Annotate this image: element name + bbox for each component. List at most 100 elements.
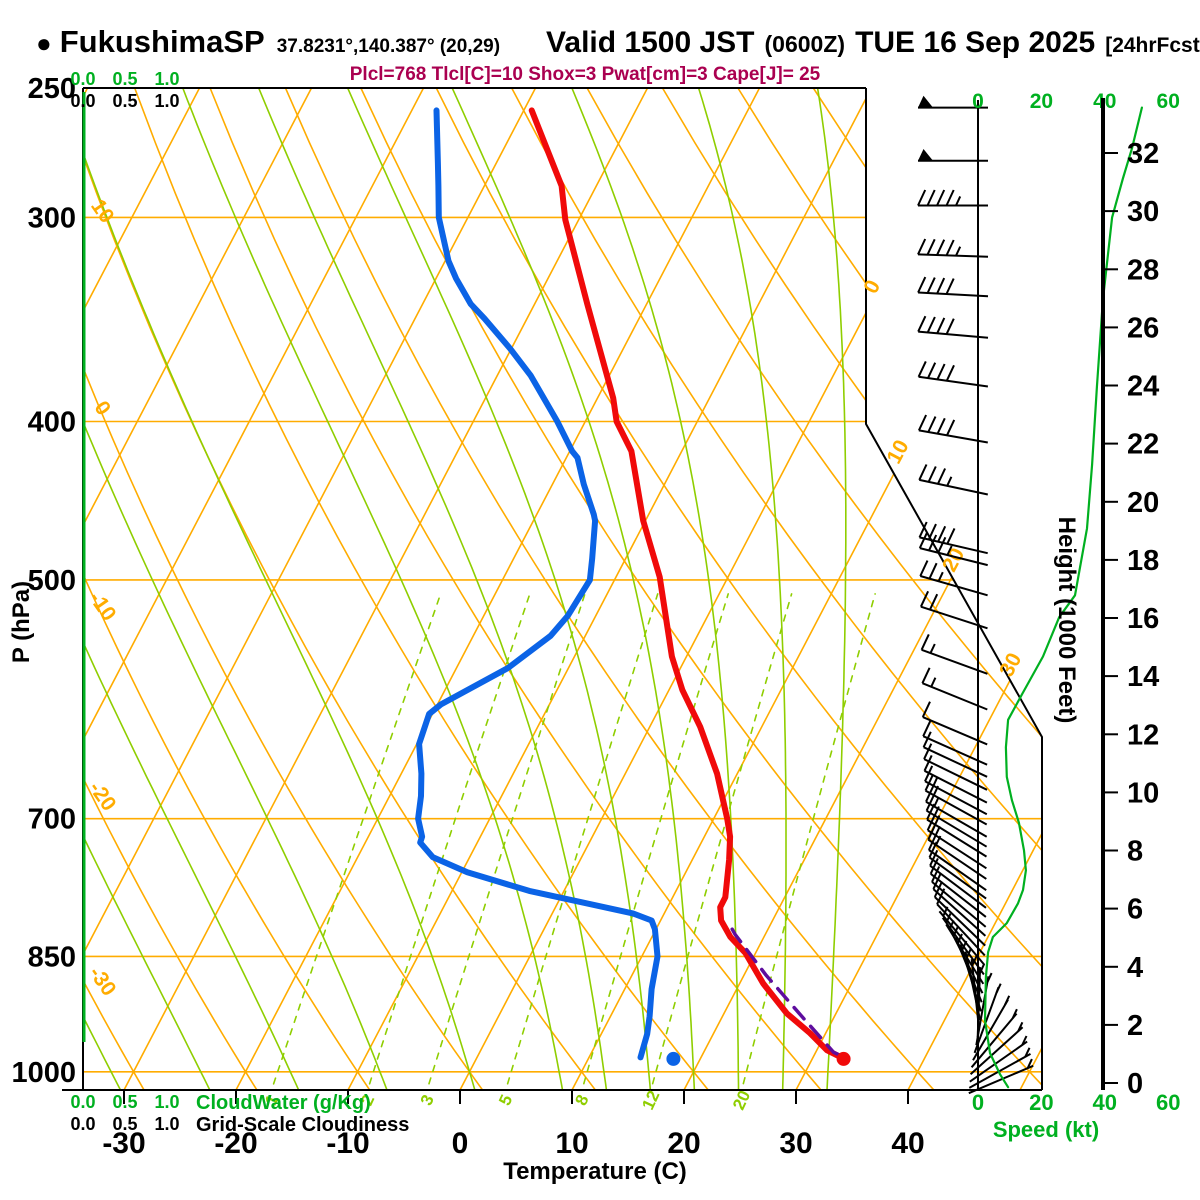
wind-barb-shaft bbox=[968, 1053, 1031, 1089]
temperature-tick-label: 20 bbox=[667, 1127, 700, 1160]
wind-barb-feather bbox=[917, 414, 928, 431]
wind-barb bbox=[969, 1035, 1028, 1083]
wind-barb-half-feather bbox=[961, 940, 968, 951]
temperature-axis-title: Temperature (C) bbox=[503, 1158, 687, 1185]
mixing-ratio-label: 5 bbox=[495, 1092, 516, 1109]
wind-barb-feather bbox=[936, 417, 946, 435]
wind-barb-feather bbox=[929, 593, 939, 611]
wind-barb-half-feather bbox=[995, 983, 1002, 994]
pressure-tick-label: 700 bbox=[28, 804, 76, 836]
dry-adiabat-line bbox=[661, 88, 1042, 1090]
speed-axis-title: Speed (kt) bbox=[992, 1117, 1100, 1142]
station-marker-icon: ● bbox=[36, 28, 52, 58]
moist-adiabat-line bbox=[451, 88, 696, 1090]
wind-barb-half-feather bbox=[946, 476, 953, 487]
wind-barb bbox=[918, 532, 988, 567]
wind-barb bbox=[926, 803, 988, 858]
wind-barb bbox=[932, 873, 987, 937]
speed-tick-label-bottom: 20 bbox=[1029, 1090, 1053, 1115]
wind-barb-feather bbox=[924, 765, 934, 782]
wind-barb bbox=[917, 414, 988, 444]
pressure-tick-label: 1000 bbox=[11, 1057, 76, 1089]
wind-barb-half-feather bbox=[932, 776, 939, 787]
wind-barb-feather bbox=[936, 888, 946, 905]
height-tick-label: 10 bbox=[1127, 777, 1159, 809]
height-tick-label: 32 bbox=[1127, 138, 1159, 170]
cloudwater-scale-tick: 0.0 bbox=[70, 1092, 96, 1112]
wind-barb-feather bbox=[929, 849, 939, 867]
wind-barb-shaft bbox=[922, 682, 988, 711]
wind-barb-shaft bbox=[919, 547, 988, 567]
temperature-tick-label: 10 bbox=[555, 1127, 588, 1160]
speed-tick-label-top: 20 bbox=[1030, 90, 1053, 113]
wind-barb-half-feather bbox=[930, 677, 937, 688]
wind-barb-feather bbox=[936, 239, 946, 256]
wind-barb-half-feather bbox=[929, 643, 936, 654]
wind-barb-shaft bbox=[925, 800, 988, 838]
wind-barb bbox=[921, 667, 988, 711]
surface-dewpoint-dot bbox=[666, 1051, 681, 1066]
valid-time-utc: (0600Z) bbox=[764, 31, 846, 57]
moist-adiabat-line bbox=[83, 88, 214, 1090]
isotherm-line bbox=[83, 88, 425, 1090]
dry-adiabat-line bbox=[83, 88, 373, 1090]
pressure-tick-label: 400 bbox=[28, 407, 76, 439]
wind-barb bbox=[917, 360, 989, 388]
wind-barb-shaft bbox=[918, 330, 989, 339]
wind-barb bbox=[919, 560, 988, 597]
wind-barb-feather bbox=[936, 363, 946, 380]
wind-barb-half-feather bbox=[945, 913, 952, 924]
wind-barb-shaft bbox=[918, 375, 989, 388]
dry-adiabat-line bbox=[510, 88, 1042, 1090]
dry-adiabat-line bbox=[83, 88, 260, 1090]
cloudwater-scale-tick: 0.0 bbox=[70, 69, 96, 89]
wind-barb bbox=[917, 315, 989, 339]
wind-barb-pennant bbox=[918, 149, 933, 161]
isotherm-line bbox=[907, 88, 1042, 1090]
height-tick-label: 6 bbox=[1127, 894, 1143, 926]
wind-barb-feather bbox=[923, 754, 933, 772]
wind-barb-shaft bbox=[919, 536, 988, 555]
wind-barb-feather bbox=[926, 803, 936, 821]
wind-barb-half-feather bbox=[955, 246, 962, 257]
dry-adiabat-label: -30 bbox=[84, 962, 120, 1000]
dry-adiabat-line bbox=[812, 88, 1042, 1090]
wind-barb-shaft bbox=[922, 735, 988, 766]
height-tick-label: 26 bbox=[1127, 312, 1159, 344]
moist-adiabat-line bbox=[346, 88, 652, 1090]
wind-barb-feather bbox=[917, 189, 927, 206]
wind-barb bbox=[917, 238, 989, 258]
height-tick-label: 2 bbox=[1127, 1010, 1143, 1042]
pressure-tick-label: 300 bbox=[28, 202, 76, 234]
wind-barb bbox=[970, 1008, 1018, 1068]
wind-barb-shaft bbox=[920, 605, 988, 630]
wind-barb-shaft bbox=[927, 829, 987, 870]
wind-barb bbox=[917, 276, 989, 298]
wind-barb-half-feather bbox=[1004, 995, 1011, 1006]
wind-barb-feather bbox=[927, 466, 937, 483]
wind-barb-feather bbox=[921, 667, 931, 684]
height-tick-label: 4 bbox=[1127, 952, 1143, 984]
dry-adiabat-label: -10 bbox=[84, 587, 120, 625]
wind-barb-shaft bbox=[920, 575, 988, 597]
dry-adiabat-line bbox=[83, 88, 486, 1090]
wind-barb-half-feather bbox=[952, 926, 959, 937]
wind-barb-half-feather bbox=[948, 920, 955, 931]
wind-barb bbox=[924, 765, 988, 816]
mixing-ratio-line bbox=[503, 593, 659, 1090]
height-axis-title: Height (1000 Feet) bbox=[1053, 516, 1080, 724]
wind-barb-half-feather bbox=[1021, 1035, 1028, 1046]
wind-barb-feather bbox=[933, 881, 943, 898]
isotherm-line bbox=[459, 88, 985, 1090]
wind-barb-shaft bbox=[918, 291, 989, 298]
wind-barb-feather bbox=[926, 277, 936, 294]
moist-adiabat-line bbox=[83, 88, 303, 1090]
wind-barb-shaft bbox=[923, 758, 988, 791]
wind-barb-shaft bbox=[970, 1012, 1018, 1068]
wind-barb-shaft bbox=[923, 746, 988, 778]
dry-adiabat-line bbox=[887, 88, 1042, 1090]
wind-barb-feather bbox=[945, 364, 955, 382]
wind-barb-feather bbox=[928, 841, 938, 858]
cloudiness-scale-tick: 0.5 bbox=[112, 91, 138, 111]
wind-barb-feather bbox=[925, 794, 935, 812]
